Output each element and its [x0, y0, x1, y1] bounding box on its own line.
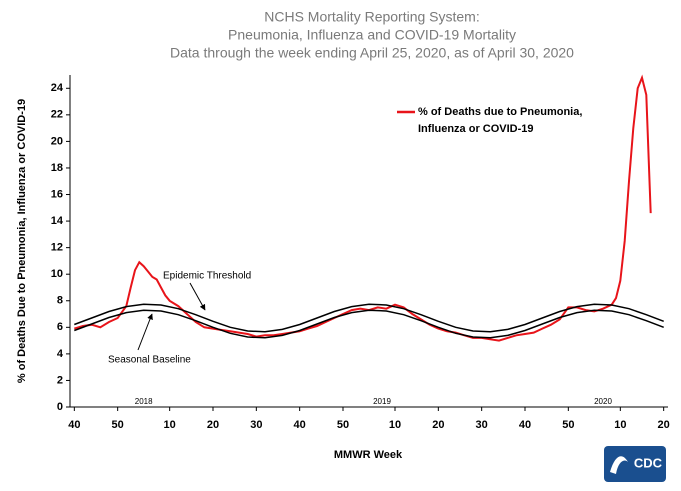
- x-tick-label: 30: [250, 419, 262, 431]
- x-tick-label: 50: [337, 419, 349, 431]
- x-tick-label: 20: [432, 419, 444, 431]
- year-label: 2018: [135, 397, 153, 406]
- y-tick-label: 20: [51, 135, 63, 147]
- chart-title: Pneumonia, Influenza and COVID-19 Mortal…: [228, 27, 516, 43]
- y-tick-label: 4: [57, 348, 64, 360]
- logo-box: [604, 446, 666, 482]
- x-axis-label: MMWR Week: [334, 449, 403, 461]
- y-tick-label: 18: [51, 162, 63, 174]
- y-tick-label: 8: [57, 295, 63, 307]
- y-tick-label: 0: [57, 401, 63, 413]
- year-label: 2020: [594, 397, 612, 406]
- x-tick-label: 40: [294, 419, 306, 431]
- year-label: 2019: [373, 397, 391, 406]
- x-tick-label: 10: [614, 419, 626, 431]
- x-tick-label: 40: [68, 419, 80, 431]
- y-tick-label: 24: [51, 82, 64, 94]
- legend-label: % of Deaths due to Pneumonia,: [418, 106, 582, 118]
- y-tick-label: 10: [51, 268, 63, 280]
- x-tick-label: 10: [164, 419, 176, 431]
- y-tick-label: 2: [57, 374, 63, 386]
- annotation-arrow: [137, 313, 153, 351]
- cdc-logo: CDC: [604, 446, 666, 482]
- y-axis-label: % of Deaths Due to Pneumonia, Influenza …: [16, 99, 28, 383]
- series-line: [74, 74, 652, 342]
- x-tick-label: 50: [562, 419, 574, 431]
- chart-title: Data through the week ending April 25, 2…: [170, 45, 574, 61]
- x-tick-label: 40: [519, 419, 531, 431]
- annotation: Seasonal Baseline: [108, 355, 191, 366]
- logo-text: CDC: [634, 455, 663, 470]
- y-tick-label: 22: [51, 109, 63, 121]
- annotation-arrow: [189, 282, 206, 311]
- x-tick-label: 50: [112, 419, 124, 431]
- x-tick-label: 10: [389, 419, 401, 431]
- series-line: [74, 303, 664, 333]
- y-tick-label: 14: [51, 215, 64, 227]
- x-tick-label: 30: [476, 419, 488, 431]
- logo-icon: [610, 456, 628, 474]
- y-tick-label: 16: [51, 188, 63, 200]
- y-tick-label: 12: [51, 242, 63, 254]
- x-tick-label: 20: [658, 419, 670, 431]
- chart-title: NCHS Mortality Reporting System:: [264, 9, 480, 25]
- legend-label: Influenza or COVID-19: [418, 123, 534, 135]
- series-line: [74, 309, 664, 339]
- y-tick-label: 6: [57, 321, 63, 333]
- annotation: Epidemic Threshold: [163, 271, 251, 282]
- x-tick-label: 20: [207, 419, 219, 431]
